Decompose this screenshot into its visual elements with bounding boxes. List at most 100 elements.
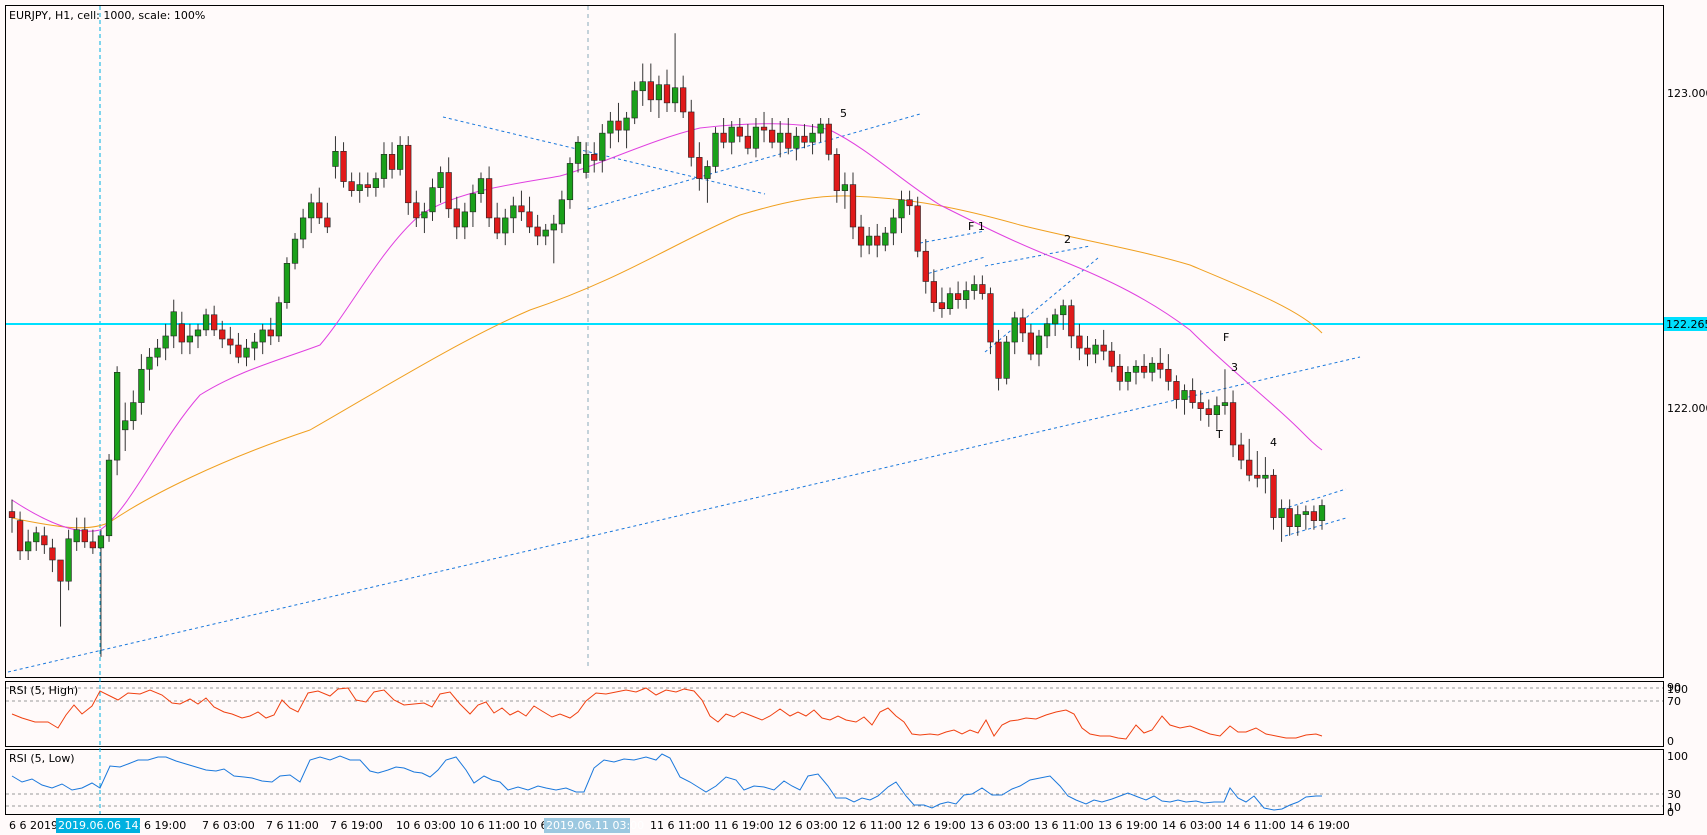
candle-bearish xyxy=(801,135,808,143)
candle-bullish xyxy=(421,211,428,219)
time-label: 13 6 11:00 xyxy=(1034,819,1094,832)
candle-bullish xyxy=(599,132,606,161)
candle-bearish xyxy=(833,154,840,191)
candle-bearish xyxy=(615,120,622,131)
candle-bullish xyxy=(841,184,849,191)
candle-bullish xyxy=(963,290,970,300)
time-label: 7 6 11:00 xyxy=(266,819,319,832)
candle-bearish xyxy=(591,154,598,161)
candle-bullish xyxy=(1052,314,1059,325)
candle-bullish xyxy=(1003,341,1010,379)
candle-bearish xyxy=(485,178,493,219)
candle-bullish xyxy=(275,302,282,337)
rsi-high-axis-label: 70 xyxy=(1667,695,1681,708)
candle-bullish xyxy=(558,199,566,225)
candle-bullish xyxy=(882,232,889,246)
rsi-low-axis-label: 30 xyxy=(1667,788,1681,801)
candle-bullish xyxy=(1181,390,1188,400)
time-label: 10 6 xyxy=(523,819,548,832)
candle-bearish xyxy=(930,281,937,303)
candle-bullish xyxy=(671,87,679,104)
candle-bearish xyxy=(1068,305,1075,337)
candle-bearish xyxy=(494,217,501,234)
candle-bearish xyxy=(211,314,218,331)
rsi-low-axis-label: 10 xyxy=(1667,801,1681,814)
candle-bearish xyxy=(744,135,751,149)
wave-label: T xyxy=(1215,428,1223,441)
price-axis-label: 122.000 xyxy=(1667,402,1707,415)
candle-bullish xyxy=(1149,362,1156,373)
candle-bearish xyxy=(1108,350,1115,367)
candle-bearish xyxy=(388,154,396,170)
rsi-high-axis-label: 100 xyxy=(1667,683,1688,696)
time-label: 7 6 03:00 xyxy=(202,819,255,832)
price-axis-label: 123.000 xyxy=(1667,87,1707,100)
rsi-high-title: RSI (5, High) xyxy=(9,684,78,697)
candle-bullish xyxy=(429,187,436,213)
candle-bearish xyxy=(534,226,541,237)
flag-2-bottom xyxy=(984,257,1099,353)
candle-bullish xyxy=(1278,508,1285,518)
candle-bearish xyxy=(41,535,48,546)
candle-bearish xyxy=(1197,402,1204,409)
candle-bearish xyxy=(348,181,355,191)
candle-bearish xyxy=(1205,408,1212,415)
trendlines xyxy=(7,113,1361,673)
time-label: 12 6 11:00 xyxy=(842,819,902,832)
candle-bearish xyxy=(688,111,695,158)
flag-1-bottom xyxy=(922,256,986,276)
candle-bullish xyxy=(631,90,638,119)
candle-bullish xyxy=(105,459,113,537)
flag-3-bottom xyxy=(1284,517,1347,537)
candle-bullish xyxy=(194,329,202,337)
candle-bullish xyxy=(130,402,137,422)
candle-bullish xyxy=(898,199,905,219)
time-label: 6 6 2019 xyxy=(9,819,58,832)
candle-bullish xyxy=(946,293,954,310)
candle-bullish xyxy=(73,529,80,543)
candle-bearish xyxy=(178,323,185,343)
candle-bearish xyxy=(954,293,962,300)
candle-bearish xyxy=(1084,347,1091,355)
time-label: 13 6 03:00 xyxy=(970,819,1030,832)
candle-bearish xyxy=(1116,365,1123,382)
candle-bearish xyxy=(1140,365,1148,373)
candle-bearish xyxy=(316,202,323,219)
candle-bullish xyxy=(138,368,145,403)
candle-bullish xyxy=(122,420,129,431)
wave-label: 3 xyxy=(1231,361,1238,374)
rsi-low-panel-frame xyxy=(5,749,1664,815)
time-label: 14 6 19:00 xyxy=(1290,819,1350,832)
candle-bullish xyxy=(146,356,153,370)
time-label: 12 6 03:00 xyxy=(778,819,838,832)
rsi-low-title: RSI (5, Low) xyxy=(9,752,75,765)
time-label: 13 6 19:00 xyxy=(1098,819,1158,832)
time-highlight xyxy=(56,818,140,833)
rsi-high-axis-label: 90 xyxy=(1667,681,1681,694)
candle-bullish xyxy=(283,263,291,303)
channel-top-line xyxy=(442,116,766,195)
time-axis: 6 6 2019 2019.06.06 14:00 6 19:00 7 6 03… xyxy=(9,818,1350,833)
candle-bearish xyxy=(1246,459,1253,476)
candle-bullish xyxy=(1060,305,1067,316)
candle-bearish xyxy=(979,284,986,294)
candle-bullish xyxy=(97,535,105,549)
candle-bullish xyxy=(113,371,121,461)
candle-bearish xyxy=(1165,368,1172,382)
candle-bullish xyxy=(251,341,258,349)
candle-bullish xyxy=(186,335,194,343)
candle-bullish xyxy=(639,81,646,92)
flag-3-top xyxy=(1282,488,1347,510)
candle-bearish xyxy=(1189,390,1196,403)
candle-bullish xyxy=(65,538,72,582)
candle-bearish xyxy=(785,132,792,149)
candle-bullish xyxy=(712,132,719,167)
time-highlight xyxy=(544,818,630,833)
time-label: 10 6 03:00 xyxy=(396,819,456,832)
candle-bullish xyxy=(162,335,169,349)
candles-layer xyxy=(8,33,1326,657)
candle-bearish xyxy=(453,208,460,228)
moving-average-slow xyxy=(11,195,1323,529)
candle-bearish xyxy=(987,293,994,343)
